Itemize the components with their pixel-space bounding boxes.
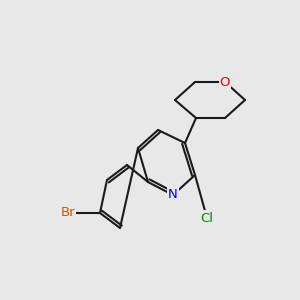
Text: O: O [220,76,230,88]
Text: Br: Br [61,206,75,220]
Text: N: N [168,188,178,202]
Text: Cl: Cl [200,212,214,224]
